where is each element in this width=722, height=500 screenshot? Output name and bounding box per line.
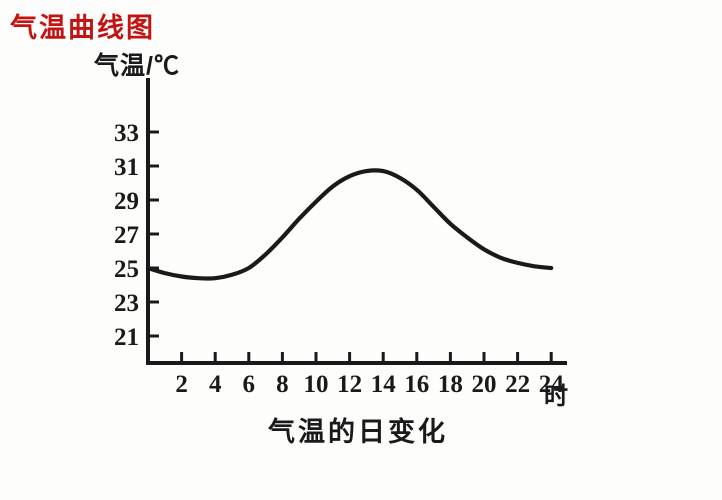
- y-tick-label: 29: [114, 188, 139, 215]
- x-tick-label: 10: [304, 371, 329, 398]
- y-axis-title: 气温/℃: [94, 52, 180, 80]
- x-axis-unit-label: 时: [544, 383, 568, 410]
- x-tick-label: 18: [438, 371, 463, 398]
- x-tick-label: 8: [276, 371, 289, 398]
- x-tick-label: 20: [472, 371, 497, 398]
- y-tick-label: 27: [114, 222, 139, 249]
- temperature-curve: [145, 168, 554, 281]
- x-tick-label: 6: [243, 371, 256, 398]
- x-tick-label: 24: [539, 371, 565, 398]
- x-tick-label: 2: [175, 371, 188, 398]
- y-tick-label: 25: [114, 256, 139, 283]
- page-title: 气温曲线图: [10, 13, 155, 43]
- y-tick-label: 21: [114, 324, 139, 351]
- x-tick-label: 16: [404, 371, 429, 398]
- y-tick-label: 23: [114, 290, 139, 317]
- x-tick-label: 14: [371, 371, 397, 398]
- y-tick-label: 31: [114, 154, 139, 181]
- x-tick-label: 22: [505, 371, 530, 398]
- x-tick-label: 4: [209, 371, 222, 398]
- y-tick-label: 33: [114, 120, 139, 147]
- x-tick-label: 12: [337, 371, 362, 398]
- chart-caption: 气温的日变化: [268, 417, 448, 447]
